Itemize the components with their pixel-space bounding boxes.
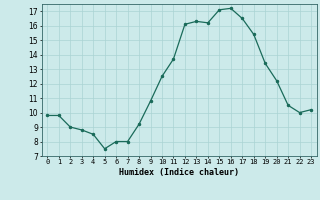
X-axis label: Humidex (Indice chaleur): Humidex (Indice chaleur) [119,168,239,177]
